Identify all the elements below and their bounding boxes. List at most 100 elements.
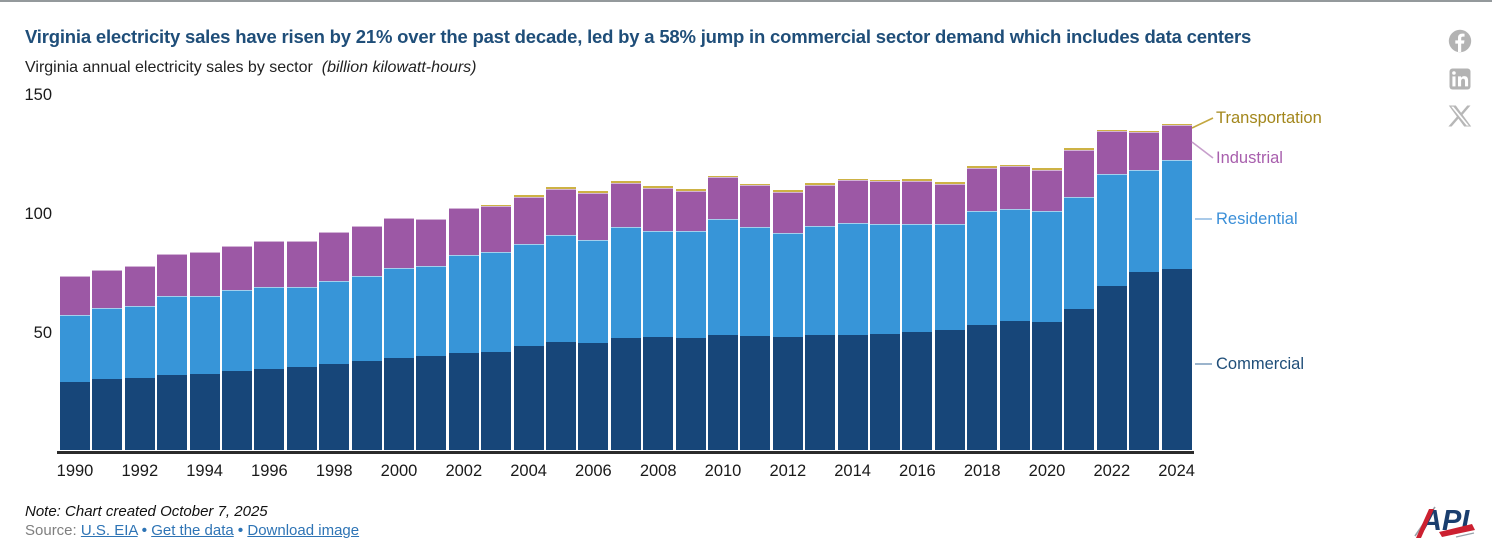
bar-segment-industrial-1991[interactable]	[92, 269, 123, 308]
bar-segment-transportation-2008[interactable]	[643, 185, 674, 188]
bar-segment-residential-1992[interactable]	[124, 306, 155, 378]
bar-segment-transportation-2020[interactable]	[1032, 168, 1062, 170]
bar-segment-industrial-2021[interactable]	[1064, 149, 1095, 198]
bar-segment-residential-2003[interactable]	[481, 252, 512, 352]
bar-segment-industrial-1996[interactable]	[254, 240, 285, 287]
bar-segment-transportation-2011[interactable]	[740, 183, 771, 186]
bar-segment-industrial-1999[interactable]	[351, 226, 382, 276]
bar-segment-industrial-1993[interactable]	[157, 253, 188, 297]
bar-segment-commercial-2015[interactable]	[870, 334, 900, 450]
bar-segment-commercial-2002[interactable]	[448, 352, 479, 450]
bar-segment-commercial-1994[interactable]	[189, 373, 220, 450]
bar-segment-residential-1991[interactable]	[92, 307, 123, 380]
bar-segment-residential-2022[interactable]	[1096, 173, 1127, 287]
bar-segment-commercial-2004[interactable]	[513, 346, 544, 450]
bar-segment-industrial-2000[interactable]	[384, 217, 414, 268]
bar-segment-commercial-2000[interactable]	[384, 357, 414, 450]
bar-segment-commercial-2001[interactable]	[416, 356, 447, 450]
bar-segment-transportation-2018[interactable]	[967, 165, 998, 168]
bar-segment-industrial-2004[interactable]	[513, 197, 544, 244]
bar-segment-industrial-2017[interactable]	[934, 183, 965, 224]
bar-segment-residential-2000[interactable]	[384, 267, 414, 358]
bar-segment-transportation-2016[interactable]	[902, 179, 933, 182]
bar-segment-transportation-2019[interactable]	[999, 164, 1030, 167]
bar-segment-commercial-2021[interactable]	[1064, 308, 1095, 450]
bar-segment-commercial-1990[interactable]	[60, 381, 90, 450]
bar-segment-residential-2009[interactable]	[675, 230, 706, 338]
bar-segment-residential-2020[interactable]	[1032, 211, 1062, 322]
bar-segment-industrial-2009[interactable]	[675, 190, 706, 231]
bar-segment-residential-2023[interactable]	[1129, 169, 1160, 272]
bar-segment-commercial-2013[interactable]	[805, 334, 836, 450]
bar-segment-industrial-2006[interactable]	[578, 192, 609, 241]
bar-segment-commercial-2017[interactable]	[934, 329, 965, 450]
bar-segment-residential-2017[interactable]	[934, 223, 965, 330]
bar-segment-residential-2007[interactable]	[610, 227, 641, 338]
bar-segment-transportation-2013[interactable]	[805, 183, 836, 185]
bar-segment-commercial-1993[interactable]	[157, 375, 188, 450]
bar-segment-commercial-2014[interactable]	[837, 335, 868, 450]
download-image-link[interactable]: Download image	[247, 522, 360, 539]
bar-segment-industrial-2005[interactable]	[546, 188, 576, 236]
bar-segment-industrial-2002[interactable]	[448, 207, 479, 255]
bar-segment-residential-1994[interactable]	[189, 295, 220, 374]
bar-segment-residential-1997[interactable]	[286, 287, 317, 368]
bar-segment-commercial-2020[interactable]	[1032, 321, 1062, 450]
bar-segment-commercial-1997[interactable]	[286, 367, 317, 450]
bar-segment-commercial-2022[interactable]	[1096, 286, 1127, 450]
bar-segment-industrial-2012[interactable]	[772, 192, 803, 233]
bar-segment-industrial-2015[interactable]	[870, 181, 900, 224]
bar-segment-transportation-2014[interactable]	[837, 178, 868, 181]
linkedin-share-icon[interactable]	[1449, 68, 1471, 90]
bar-segment-transportation-2009[interactable]	[675, 189, 706, 191]
bar-segment-industrial-2019[interactable]	[999, 166, 1030, 209]
x-share-icon[interactable]	[1448, 105, 1472, 127]
bar-segment-commercial-1992[interactable]	[124, 377, 155, 450]
bar-segment-industrial-2023[interactable]	[1129, 132, 1160, 170]
get-the-data-link[interactable]: Get the data	[151, 522, 234, 539]
bar-segment-commercial-2023[interactable]	[1129, 271, 1160, 450]
bar-segment-transportation-2023[interactable]	[1129, 130, 1160, 133]
bar-segment-industrial-2020[interactable]	[1032, 169, 1062, 212]
bar-segment-transportation-2006[interactable]	[578, 191, 609, 193]
bar-segment-transportation-2007[interactable]	[610, 181, 641, 183]
bar-segment-residential-2004[interactable]	[513, 243, 544, 347]
bar-segment-industrial-2014[interactable]	[837, 180, 868, 224]
bar-segment-industrial-2001[interactable]	[416, 218, 447, 267]
bar-segment-residential-2010[interactable]	[708, 218, 738, 335]
bar-segment-industrial-2018[interactable]	[967, 167, 998, 211]
bar-segment-industrial-2024[interactable]	[1161, 125, 1192, 161]
bar-segment-residential-1990[interactable]	[60, 314, 90, 382]
bar-segment-residential-2008[interactable]	[643, 231, 674, 338]
bar-segment-commercial-2006[interactable]	[578, 342, 609, 450]
bar-segment-residential-2001[interactable]	[416, 266, 447, 357]
bar-segment-commercial-1995[interactable]	[222, 371, 252, 450]
bar-segment-residential-1996[interactable]	[254, 286, 285, 370]
bar-segment-commercial-2012[interactable]	[772, 336, 803, 450]
bar-segment-residential-1998[interactable]	[319, 280, 350, 364]
bar-segment-industrial-2016[interactable]	[902, 181, 933, 224]
bar-segment-commercial-2018[interactable]	[967, 324, 998, 450]
bar-segment-commercial-2024[interactable]	[1161, 268, 1192, 450]
bar-segment-industrial-1994[interactable]	[189, 252, 220, 296]
bar-segment-transportation-2021[interactable]	[1064, 148, 1095, 150]
bar-segment-commercial-1999[interactable]	[351, 361, 382, 450]
bar-segment-industrial-1995[interactable]	[222, 245, 252, 291]
bar-segment-transportation-2017[interactable]	[934, 182, 965, 184]
bar-segment-industrial-1997[interactable]	[286, 240, 317, 288]
bar-segment-industrial-2010[interactable]	[708, 177, 738, 219]
bar-segment-commercial-2003[interactable]	[481, 351, 512, 450]
bar-segment-residential-2024[interactable]	[1161, 160, 1192, 269]
bar-segment-commercial-2010[interactable]	[708, 334, 738, 450]
bar-segment-residential-1999[interactable]	[351, 275, 382, 362]
bar-segment-industrial-2008[interactable]	[643, 187, 674, 232]
bar-segment-industrial-1998[interactable]	[319, 232, 350, 281]
bar-segment-commercial-1996[interactable]	[254, 369, 285, 450]
bar-segment-transportation-2012[interactable]	[772, 190, 803, 193]
bar-segment-residential-2015[interactable]	[870, 223, 900, 335]
bar-segment-industrial-2022[interactable]	[1096, 131, 1127, 174]
bar-segment-transportation-2024[interactable]	[1161, 123, 1192, 126]
bar-segment-transportation-2004[interactable]	[513, 195, 544, 198]
bar-segment-commercial-2009[interactable]	[675, 337, 706, 450]
bar-segment-commercial-2008[interactable]	[643, 337, 674, 450]
